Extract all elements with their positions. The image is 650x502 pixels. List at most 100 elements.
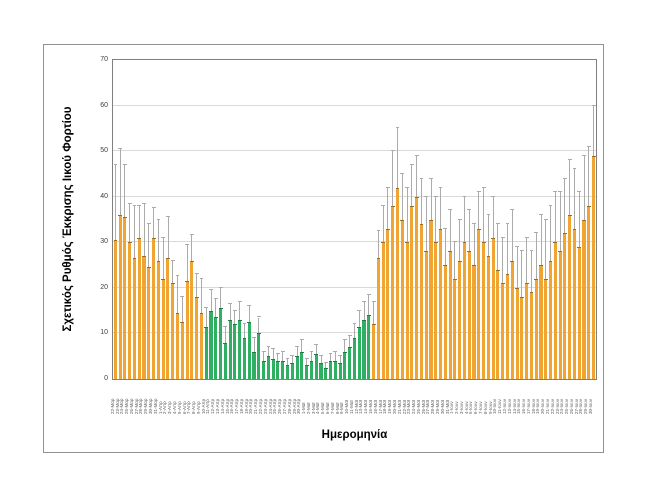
- error-bar-bottom-cap: [175, 312, 180, 314]
- error-bar: [229, 303, 231, 320]
- error-bar-top-cap: [276, 352, 280, 354]
- bar: [501, 283, 505, 379]
- error-bar-bottom-cap: [563, 233, 567, 235]
- bar: [324, 367, 328, 379]
- error-bar-top-cap: [300, 339, 304, 341]
- error-bar: [138, 205, 140, 238]
- error-bar-top-cap: [223, 325, 228, 327]
- error-bar: [272, 349, 274, 359]
- bar: [434, 242, 438, 379]
- error-bar-top-cap: [558, 191, 563, 193]
- gridline: [113, 195, 596, 197]
- error-bar-bottom-cap: [419, 224, 424, 226]
- y-tick-label: 30: [100, 238, 108, 246]
- x-axis-title: Ημερομηνία: [321, 429, 388, 441]
- error-bar-top-cap: [237, 300, 242, 302]
- gridline: [113, 104, 596, 106]
- error-bar-bottom-cap: [539, 265, 543, 267]
- error-bar-bottom-cap: [309, 360, 314, 362]
- bar: [257, 333, 261, 379]
- gridline: [113, 241, 596, 243]
- bar: [295, 356, 299, 379]
- error-bar-top-cap: [386, 186, 390, 188]
- error-bar-bottom-cap: [362, 319, 366, 321]
- error-bar-bottom-cap: [386, 228, 390, 230]
- bar: [171, 283, 175, 379]
- error-bar: [191, 235, 193, 261]
- error-bar-top-cap: [252, 337, 256, 338]
- error-bar-bottom-cap: [156, 260, 161, 262]
- error-bar: [507, 224, 509, 275]
- error-bar-bottom-cap: [123, 217, 127, 219]
- error-bar: [435, 196, 437, 243]
- error-bar-bottom-cap: [118, 214, 123, 216]
- error-bar: [220, 287, 222, 309]
- error-bar-top-cap: [146, 223, 151, 225]
- error-bar-bottom-cap: [414, 196, 419, 198]
- error-bar-bottom-cap: [505, 274, 510, 276]
- error-bar: [153, 208, 155, 238]
- error-bar-top-cap: [309, 350, 314, 352]
- error-bar-top-cap: [343, 339, 347, 341]
- y-axis-title: Σχετικός Ρυθμός Έκκρισης Ιικού Φορτίου: [62, 106, 74, 332]
- error-bar: [282, 351, 284, 361]
- error-bar: [244, 324, 246, 338]
- bar: [381, 242, 385, 379]
- error-bar-bottom-cap: [443, 265, 448, 267]
- bar: [228, 319, 232, 379]
- bar: [333, 360, 337, 379]
- error-bar-top-cap: [424, 195, 429, 197]
- error-bar-top-cap: [347, 334, 352, 336]
- error-bar-bottom-cap: [204, 326, 209, 328]
- error-bar: [463, 196, 465, 243]
- error-bar-top-cap: [486, 213, 491, 215]
- error-bar: [143, 203, 145, 256]
- bar: [142, 255, 146, 379]
- error-bar: [330, 353, 332, 361]
- error-bar-top-cap: [228, 302, 233, 304]
- error-bar-top-cap: [113, 163, 118, 165]
- bar: [199, 312, 203, 379]
- error-bar-top-cap: [467, 209, 472, 211]
- bar: [338, 363, 342, 379]
- error-bar: [588, 146, 590, 206]
- bar: [180, 322, 184, 379]
- bar: [247, 322, 251, 379]
- bar: [400, 219, 404, 379]
- error-bar-bottom-cap: [429, 219, 433, 221]
- error-bar: [473, 224, 475, 266]
- error-bar-bottom-cap: [228, 319, 233, 321]
- bar: [458, 260, 462, 379]
- error-bar-top-cap: [333, 350, 338, 352]
- bar: [223, 342, 227, 379]
- error-bar: [339, 356, 341, 364]
- error-bar: [502, 237, 504, 284]
- error-bar-bottom-cap: [333, 360, 338, 362]
- error-bar-top-cap: [352, 323, 357, 325]
- error-bar-bottom-cap: [166, 258, 170, 260]
- error-bar-bottom-cap: [510, 260, 515, 262]
- bar: [242, 338, 246, 379]
- error-bar-top-cap: [362, 300, 366, 302]
- error-bar-top-cap: [233, 309, 237, 311]
- error-bar: [354, 324, 355, 338]
- x-tick-label: 30-Ιουν: [588, 399, 594, 414]
- bar: [419, 224, 423, 379]
- error-bar: [483, 187, 485, 243]
- error-bar: [210, 290, 212, 311]
- error-bar-bottom-cap: [400, 219, 405, 221]
- error-bar: [420, 178, 422, 225]
- error-bar: [530, 251, 532, 293]
- error-bar-top-cap: [304, 357, 309, 359]
- error-bar: [134, 205, 136, 259]
- bar: [405, 242, 409, 379]
- error-bar-top-cap: [285, 357, 290, 359]
- bar: [219, 308, 223, 379]
- error-bar-bottom-cap: [457, 260, 462, 262]
- error-bar-top-cap: [582, 154, 586, 156]
- error-bar-bottom-cap: [180, 322, 185, 324]
- error-bar: [200, 278, 202, 313]
- error-bar-bottom-cap: [486, 255, 491, 257]
- error-bar-top-cap: [510, 209, 515, 211]
- error-bar-top-cap: [190, 234, 194, 236]
